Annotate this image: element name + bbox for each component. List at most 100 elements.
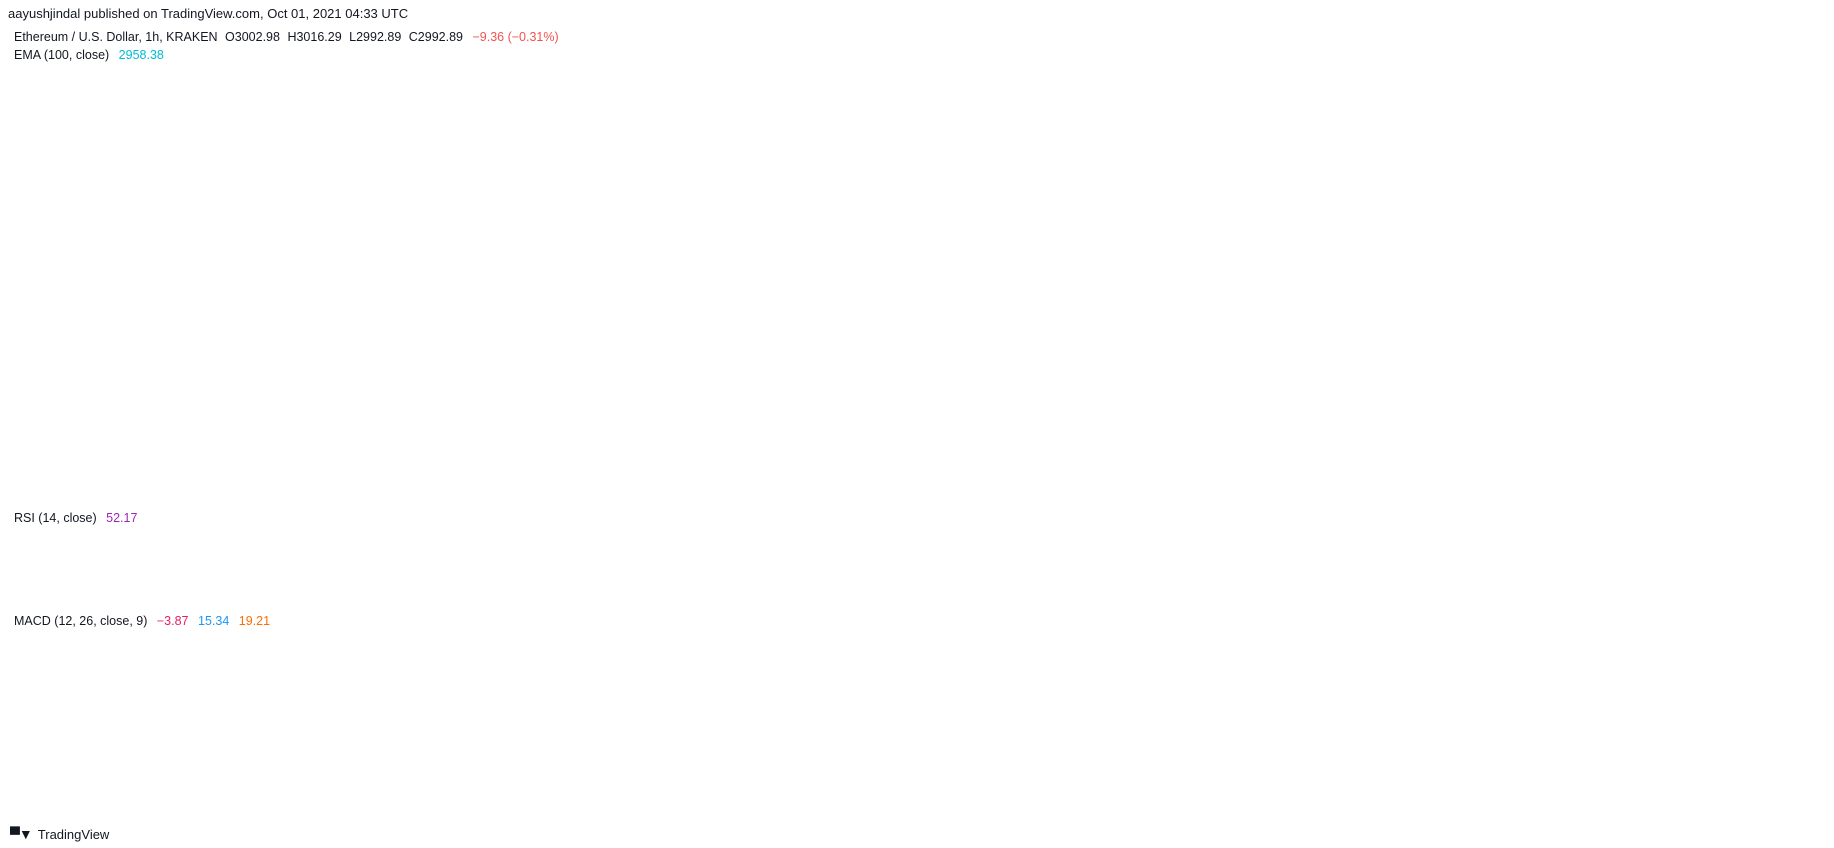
price-tag bbox=[1512, 202, 1562, 219]
candle-body bbox=[676, 274, 685, 391]
candle-body bbox=[938, 118, 947, 120]
candle-body bbox=[83, 239, 92, 245]
candle-body bbox=[288, 440, 297, 442]
price-tick-label: 2840.00 bbox=[1524, 394, 1564, 406]
fib-connector-line bbox=[589, 38, 856, 499]
trendline bbox=[862, 37, 1023, 99]
candle-body bbox=[117, 214, 126, 221]
candle-body bbox=[185, 286, 195, 288]
price-tick-label: 2960.00 bbox=[1524, 188, 1564, 200]
candle-body bbox=[265, 356, 274, 396]
up-arrow-icon bbox=[982, 25, 1024, 87]
price-tick-label: 2820.00 bbox=[1524, 428, 1564, 440]
fib-level-label: 0.5(2916.00) bbox=[1440, 257, 1502, 269]
currency-label: USD bbox=[1548, 32, 1569, 43]
fib-level-label: 0.764(2845.25) bbox=[1427, 378, 1502, 390]
candle-body bbox=[847, 155, 856, 161]
candle-body bbox=[892, 59, 901, 136]
candle-body bbox=[904, 59, 913, 136]
symbol-legend: Ethereum / U.S. Dollar, 1h, KRAKEN O3002… bbox=[14, 30, 559, 44]
price-tick-label: 3040.00 bbox=[1524, 51, 1564, 63]
candle-body bbox=[710, 73, 719, 168]
time-tick-label: 28 bbox=[64, 677, 77, 689]
price-tick-label: 2880.00 bbox=[1524, 326, 1564, 338]
macd-tick-label: −40.00 bbox=[1524, 659, 1558, 671]
price-tag-label: 2785.33 bbox=[1517, 488, 1557, 500]
candle-body bbox=[334, 358, 343, 374]
candle-body bbox=[961, 87, 970, 122]
candle-body bbox=[208, 301, 217, 307]
macd-tick-label: 0.00 bbox=[1524, 629, 1545, 641]
symbol-name: Ethereum / U.S. Dollar, 1h, KRAKEN bbox=[14, 30, 218, 44]
candle-body bbox=[619, 442, 628, 451]
time-tick-label: 30 bbox=[738, 677, 751, 689]
candle-body bbox=[584, 356, 594, 393]
candle-body bbox=[254, 270, 263, 357]
price-change: −9.36 (−0.31%) bbox=[472, 30, 559, 44]
candle-body bbox=[824, 107, 833, 190]
down-arrow-icon bbox=[963, 219, 1007, 276]
candle-body bbox=[721, 61, 730, 65]
candle-body bbox=[379, 390, 388, 398]
candle-body bbox=[664, 388, 673, 417]
candle-body bbox=[858, 150, 867, 158]
price-tick-label: 2780.00 bbox=[1524, 497, 1564, 509]
price-tick-label: 2900.00 bbox=[1524, 291, 1564, 303]
candle-body bbox=[949, 119, 958, 122]
tradingview-logo-icon[interactable]: ▀▼ bbox=[10, 826, 33, 842]
candle-body bbox=[311, 411, 320, 413]
time-tick-label: 12:00 bbox=[561, 677, 590, 689]
candle-body bbox=[516, 241, 525, 274]
published-line: aayushjindal published on TradingView.co… bbox=[8, 6, 409, 21]
ema-legend: EMA (100, close) 2958.38 bbox=[14, 48, 164, 62]
candle-body bbox=[242, 274, 252, 298]
candle-body bbox=[174, 303, 183, 305]
candle-body bbox=[94, 229, 103, 237]
candle-body bbox=[983, 121, 993, 149]
candle-body bbox=[562, 263, 571, 266]
time-tick-label: 06:00 bbox=[814, 677, 843, 689]
price-tag bbox=[1512, 484, 1562, 501]
fib-level-label: 0.236(2986.75) bbox=[1427, 136, 1502, 148]
rsi-value: 52.17 bbox=[106, 511, 138, 525]
time-tick-label: 12:00 bbox=[224, 677, 253, 689]
macd-hist-value: −3.87 bbox=[156, 614, 189, 628]
candle-body bbox=[527, 238, 537, 242]
candle-body bbox=[995, 121, 1004, 137]
candle-body bbox=[128, 193, 138, 228]
price-tick-label: 2940.00 bbox=[1524, 223, 1564, 235]
time-tick-label: 2 bbox=[1415, 677, 1421, 689]
price-tick-label: 2800.00 bbox=[1524, 463, 1564, 475]
candle-body bbox=[345, 361, 354, 403]
price-tag bbox=[1512, 38, 1562, 55]
ohlc-low: L2992.89 bbox=[349, 30, 402, 44]
price-tick-label: 2920.00 bbox=[1524, 257, 1564, 269]
candle-body bbox=[767, 82, 776, 105]
candle-body bbox=[755, 68, 765, 82]
candle-body bbox=[163, 279, 172, 304]
candle-body bbox=[881, 135, 890, 151]
ohlc-close: C2992.89 bbox=[408, 30, 463, 44]
candle-body bbox=[402, 351, 411, 379]
price-tag-label: 3045.47 bbox=[1517, 42, 1557, 54]
candle-body bbox=[220, 246, 229, 288]
candle-body bbox=[26, 119, 35, 125]
candle-body bbox=[653, 419, 662, 434]
candle-body bbox=[915, 135, 924, 172]
candle-body bbox=[459, 244, 468, 280]
candle-body bbox=[869, 150, 879, 152]
price-tick-label: 2860.00 bbox=[1524, 360, 1564, 372]
candle-body bbox=[49, 118, 58, 252]
time-tick-label: 12:00 bbox=[1572, 677, 1601, 689]
ema-value: 2958.38 bbox=[118, 48, 164, 62]
candle-body bbox=[801, 160, 810, 173]
footer-brand[interactable]: TradingView bbox=[37, 826, 110, 842]
price-tag bbox=[1512, 129, 1562, 146]
macd-label: MACD (12, 26, close, 9) bbox=[14, 614, 148, 628]
price-tag-label: 2992.89 bbox=[1517, 132, 1557, 144]
candle-body bbox=[607, 436, 616, 442]
candle-body bbox=[926, 116, 936, 172]
candle-body bbox=[356, 416, 366, 460]
candle-body bbox=[493, 253, 502, 259]
